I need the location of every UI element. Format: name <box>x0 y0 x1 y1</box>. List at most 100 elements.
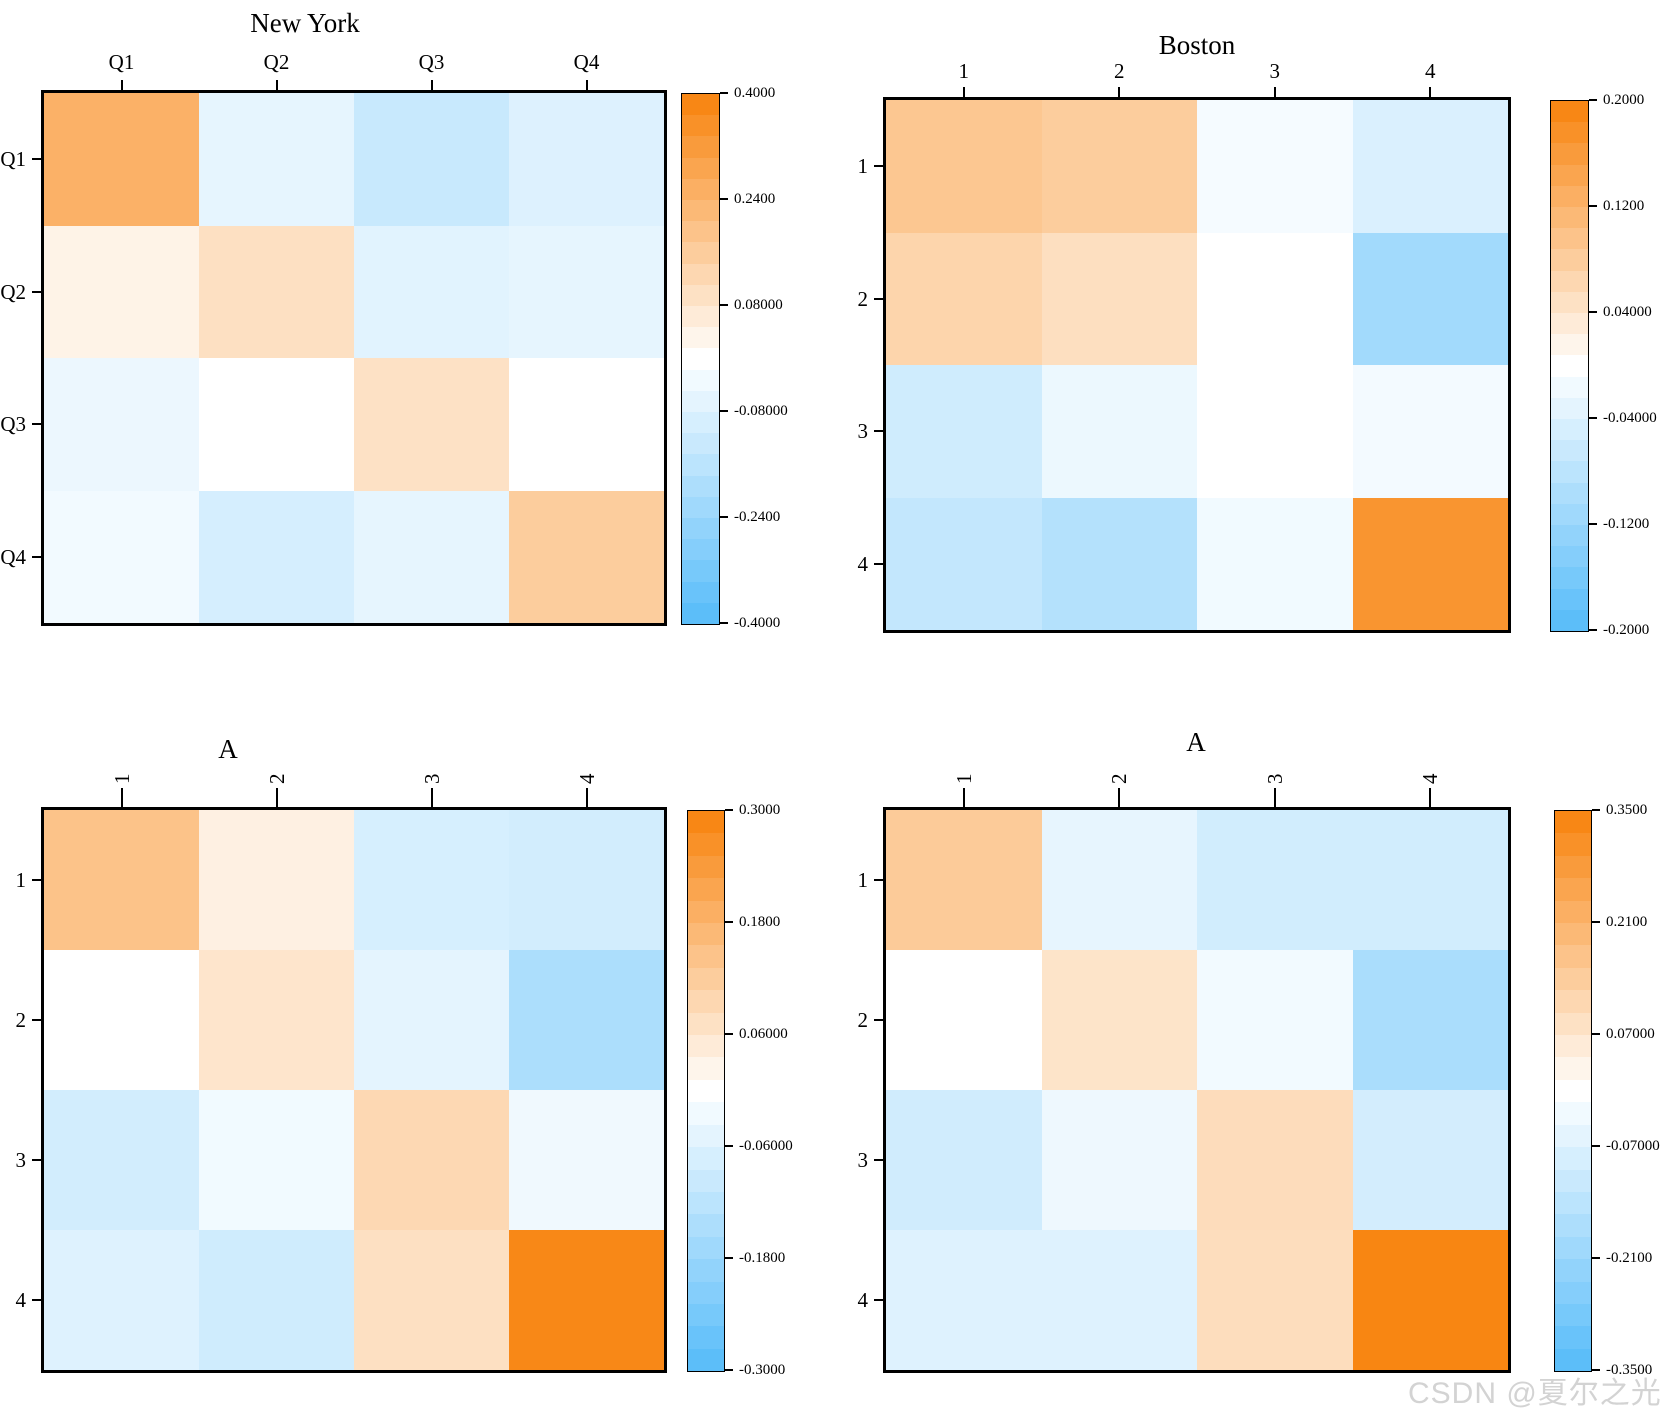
y-axis-tick <box>32 555 44 558</box>
colorbar-band <box>682 221 719 243</box>
x-tick-label: Q2 <box>263 50 290 74</box>
colorbar-tick <box>1589 99 1597 101</box>
y-axis-tick <box>874 165 886 168</box>
y-tick-label: 4 <box>857 1288 869 1312</box>
colorbar-band <box>688 923 724 946</box>
heatmap-plot <box>883 97 1511 633</box>
heatmap-cell <box>1352 365 1508 498</box>
y-axis-tick <box>874 879 886 881</box>
y-tick-label: 1 <box>857 868 869 892</box>
colorbar-band <box>682 348 719 370</box>
colorbar-band <box>688 945 724 968</box>
colorbar-band <box>1551 101 1588 123</box>
colorbar-band <box>1551 567 1588 589</box>
colorbar-tick-label: 0.4000 <box>734 85 776 101</box>
heatmap-cell <box>1197 810 1353 950</box>
colorbar-band <box>682 115 719 137</box>
x-axis-tick <box>1118 87 1121 100</box>
colorbar-tick-label: 0.1800 <box>739 914 781 930</box>
heatmap-cell <box>886 810 1042 950</box>
colorbar-tick-label: -0.4000 <box>734 615 781 631</box>
colorbar-band <box>1551 355 1588 377</box>
colorbar-band <box>1551 164 1588 186</box>
y-axis-tick <box>32 158 44 161</box>
y-axis-tick <box>874 297 886 300</box>
colorbar-band <box>682 454 719 476</box>
colorbar-tick <box>1592 1145 1600 1147</box>
y-tick-label: 2 <box>15 1008 27 1032</box>
colorbar-band <box>682 94 719 116</box>
colorbar <box>1550 100 1589 632</box>
y-tick-label: 2 <box>857 286 869 311</box>
colorbar-band <box>1551 291 1588 314</box>
colorbar-band <box>682 496 719 519</box>
colorbar-band <box>1551 503 1588 526</box>
y-tick-label: 1 <box>857 154 869 179</box>
y-tick-label: 3 <box>15 1148 27 1172</box>
colorbar-tick <box>1589 523 1597 525</box>
heatmap-cell <box>509 225 664 358</box>
y-tick-label: Q4 <box>0 544 26 569</box>
x-axis-tick <box>120 788 123 810</box>
colorbar-band <box>1555 1079 1591 1103</box>
colorbar-band <box>1555 1102 1591 1125</box>
colorbar-band <box>682 581 719 603</box>
colorbar-tick-label: 0.06000 <box>739 1026 788 1042</box>
heatmap-cell <box>44 225 199 358</box>
y-tick-label: 3 <box>857 1148 869 1172</box>
colorbar-tick-label: 0.08000 <box>734 297 783 313</box>
colorbar-band <box>682 602 719 625</box>
colorbar-band <box>688 990 724 1013</box>
colorbar-band <box>682 284 719 307</box>
y-tick-label: Q1 <box>0 147 26 172</box>
y-tick-label: 1 <box>15 868 27 892</box>
colorbar-band <box>682 539 719 561</box>
heatmap-cell <box>354 1230 509 1370</box>
colorbar-band <box>688 1147 724 1170</box>
heatmap-cell <box>199 93 354 226</box>
heatmap-cell <box>1352 810 1508 950</box>
colorbar-tick-label: -0.1200 <box>1603 516 1650 532</box>
heatmap-cell <box>354 225 509 358</box>
colorbar-band <box>1555 811 1591 834</box>
colorbar-band <box>682 242 719 264</box>
heatmap-cell <box>1352 1230 1508 1370</box>
heatmap-cell <box>886 365 1042 498</box>
colorbar-tick <box>1592 809 1600 811</box>
colorbar-band <box>682 390 719 413</box>
colorbar <box>681 93 720 625</box>
y-tick-label: 3 <box>857 419 869 444</box>
heatmap-cell <box>199 950 354 1090</box>
colorbar-tick-label: -0.07000 <box>1606 1138 1660 1154</box>
y-axis-tick <box>874 1159 886 1161</box>
colorbar-band <box>1555 967 1591 991</box>
colorbar-band <box>1555 1236 1591 1260</box>
heatmap-cell <box>1041 100 1197 233</box>
colorbar-band <box>1555 833 1591 856</box>
colorbar-band <box>688 1326 724 1349</box>
x-tick-label: 2 <box>1114 59 1125 83</box>
heatmap-plot <box>41 807 667 1373</box>
colorbar-band <box>1551 546 1588 568</box>
colorbar-band <box>1555 1214 1591 1237</box>
y-tick-label: Q2 <box>0 279 26 304</box>
colorbar-tick <box>1592 921 1600 923</box>
colorbar-band <box>682 475 719 497</box>
colorbar-band <box>1555 1348 1591 1372</box>
y-tick-label: 4 <box>15 1288 27 1312</box>
colorbar-band <box>688 1236 724 1260</box>
x-tick-label: Q3 <box>418 50 445 74</box>
heatmap-cells <box>886 100 1508 630</box>
colorbar-band <box>1551 419 1588 441</box>
heatmap-cell <box>44 358 199 491</box>
colorbar-band <box>682 412 719 434</box>
chart-title: New York <box>250 8 360 38</box>
y-axis-tick <box>32 1159 44 1161</box>
heatmap-cell <box>1352 497 1508 630</box>
x-tick-label: 4 <box>1425 59 1436 83</box>
watermark: CSDN @夏尔之光 <box>1408 1377 1662 1410</box>
y-axis-tick <box>32 290 44 293</box>
x-axis-tick <box>585 788 588 810</box>
x-axis-tick <box>1273 87 1276 100</box>
